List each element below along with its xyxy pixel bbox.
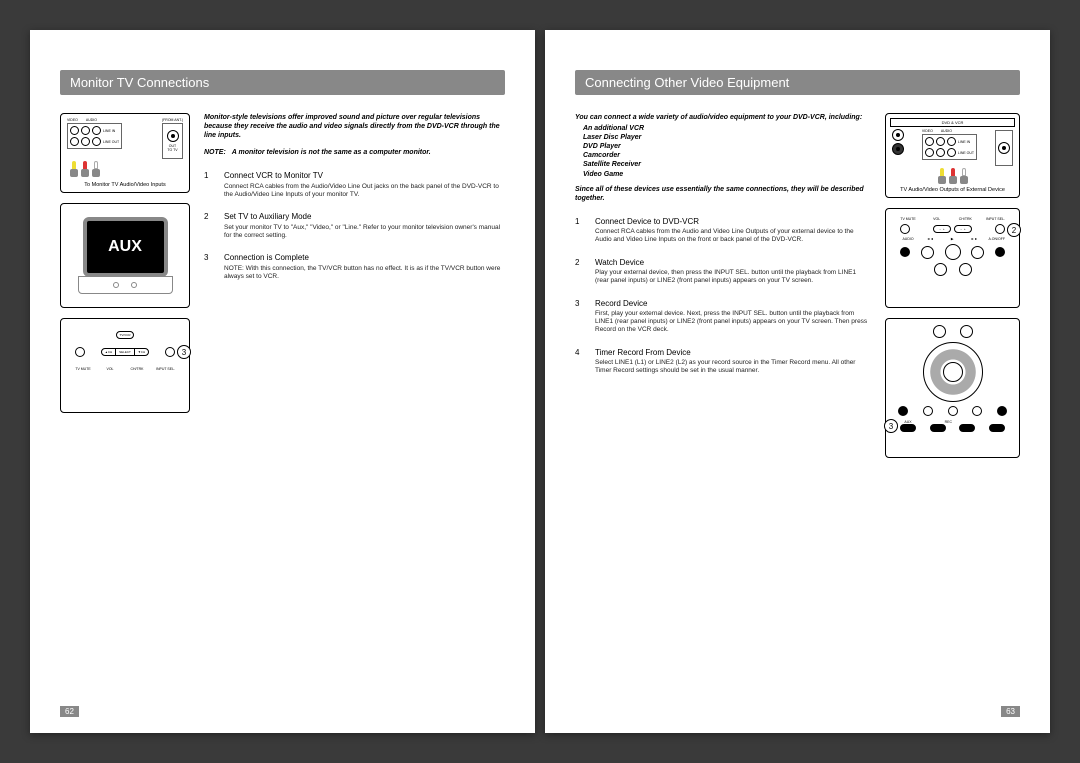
label-audio: AUDIO xyxy=(86,118,97,122)
pill-row xyxy=(892,424,1013,432)
left-note: NOTE: A monitor television is not the sa… xyxy=(204,148,505,157)
left-illustrations: VIDEO AUDIO LINE IN xyxy=(60,113,190,423)
remote-btn-icon xyxy=(75,347,85,357)
rstep-3: 3 Record Device First, play your externa… xyxy=(575,299,871,334)
jack-icon xyxy=(92,126,101,135)
callout-3: 3 xyxy=(177,345,191,359)
page-spread: Monitor TV Connections VIDEO AUDIO xyxy=(30,30,1050,733)
jack-icon xyxy=(70,126,79,135)
rca-plug-icon xyxy=(92,161,100,177)
left-text-column: Monitor-style televisions offer improved… xyxy=(204,113,505,423)
page-number-right: 63 xyxy=(1001,706,1020,717)
jack-caption-2: TV Audio/Video Outputs of External Devic… xyxy=(890,187,1015,193)
rca-plug-icon xyxy=(960,168,968,184)
rstep-2: 2 Watch Device Play your external device… xyxy=(575,258,871,285)
jack-caption: To Monitor TV Audio/Video Inputs xyxy=(65,182,185,188)
antenna-jack-icon xyxy=(167,130,179,142)
right-illustrations: DVD & VCR VIDEO AUDIO xyxy=(885,113,1020,468)
step-3: 3 Connection is Complete NOTE: With this… xyxy=(204,253,505,280)
tv-base-icon xyxy=(78,276,173,294)
rca-plug-icon xyxy=(938,168,946,184)
right-header: Connecting Other Video Equipment xyxy=(575,70,1020,95)
dvd-vcr-label: DVD & VCR xyxy=(890,118,1015,127)
left-intro: Monitor-style televisions offer improved… xyxy=(204,113,505,140)
jack-panel-illustration-2: DVD & VCR VIDEO AUDIO xyxy=(885,113,1020,198)
label-video: VIDEO xyxy=(67,118,78,122)
rstep-1: 1 Connect Device to DVD-VCR Connect RCA … xyxy=(575,217,871,244)
left-page: Monitor TV Connections VIDEO AUDIO xyxy=(30,30,535,733)
page-number-left: 62 xyxy=(60,706,79,717)
right-intro: You can connect a wide variety of audio/… xyxy=(575,113,871,122)
step-1: 1 Connect VCR to Monitor TV Connect RCA … xyxy=(204,171,505,198)
remote-illustration-2: TV MUTE VOL CH/TRK INPUT SEL. − + − + xyxy=(885,208,1020,308)
right-page: Connecting Other Video Equipment You can… xyxy=(545,30,1050,733)
rstep-4: 4 Timer Record From Device Select LINE1 … xyxy=(575,348,871,375)
since-note: Since all of these devices use essential… xyxy=(575,185,871,203)
left-header: Monitor TV Connections xyxy=(60,70,505,95)
remote-illustration-1: TV/VCR ▲CH SELECT ▼CH xyxy=(60,318,190,413)
remote-btn-icon xyxy=(165,347,175,357)
antenna-jack-icon xyxy=(892,143,904,155)
right-text-column: You can connect a wide variety of audio/… xyxy=(575,113,871,468)
step-2: 2 Set TV to Auxiliary Mode Set your moni… xyxy=(204,212,505,239)
nav-wheel-icon xyxy=(923,342,983,402)
remote-illustration-3: AUX REC 3 xyxy=(885,318,1020,458)
callout-2: 2 xyxy=(1007,223,1021,237)
jack-icon xyxy=(81,126,90,135)
rca-plug-icon xyxy=(81,161,89,177)
jack-panel-illustration: VIDEO AUDIO LINE IN xyxy=(60,113,190,193)
tvvcr-button: TV/VCR xyxy=(116,331,133,339)
callout-3b: 3 xyxy=(884,419,898,433)
device-list: An additional VCR Laser Disc Player DVD … xyxy=(575,124,871,179)
jack-icon xyxy=(81,137,90,146)
nav-bar-icon: ▲CH SELECT ▼CH xyxy=(101,348,149,356)
rca-plug-icon xyxy=(70,161,78,177)
tv-screen: AUX xyxy=(83,217,168,277)
jack-icon xyxy=(70,137,79,146)
jack-icon xyxy=(92,137,101,146)
left-content: VIDEO AUDIO LINE IN xyxy=(60,113,505,423)
right-content: You can connect a wide variety of audio/… xyxy=(575,113,1020,468)
antenna-jack-icon xyxy=(892,129,904,141)
rca-plug-icon xyxy=(949,168,957,184)
tv-aux-illustration: AUX xyxy=(60,203,190,308)
